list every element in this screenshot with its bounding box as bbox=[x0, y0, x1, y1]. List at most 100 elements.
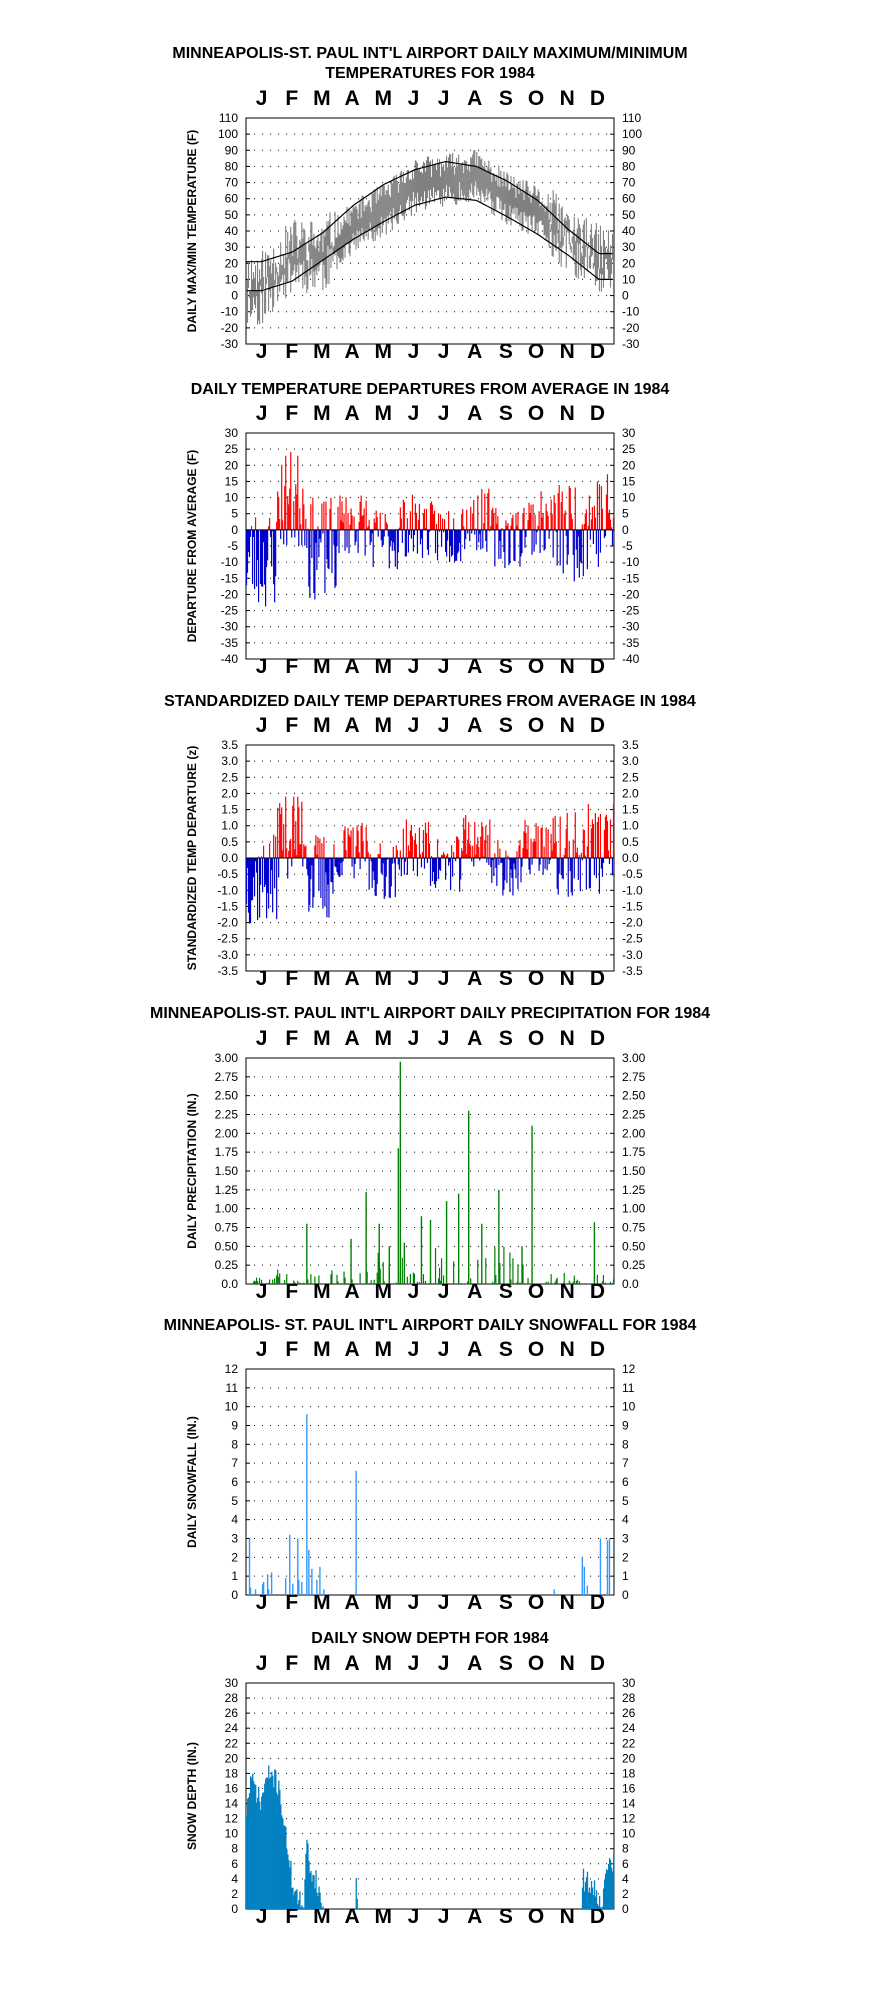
y-tick-label-right: -10 bbox=[622, 555, 640, 569]
y-tick-label-right: 6 bbox=[622, 1475, 629, 1489]
snow-depth-bar bbox=[288, 1860, 290, 1909]
month-label-bottom: S bbox=[499, 1591, 513, 1614]
snow-depth-bar bbox=[299, 1891, 301, 1909]
snow-depth-bar bbox=[298, 1899, 300, 1909]
y-tick-label-left: 14 bbox=[225, 1797, 239, 1811]
snow-depth-bar bbox=[270, 1776, 272, 1909]
month-label-top: M bbox=[374, 1027, 392, 1050]
month-label-bottom: O bbox=[528, 1591, 544, 1614]
month-label-top: N bbox=[560, 402, 575, 425]
y-tick-label-right: 30 bbox=[622, 426, 636, 440]
y-tick-label-left: 6 bbox=[231, 1475, 238, 1489]
snow-depth-bar bbox=[271, 1771, 273, 1909]
snow-depth-bar bbox=[355, 1878, 357, 1909]
snow-depth-bar bbox=[295, 1890, 297, 1909]
y-tick-label-right: 8 bbox=[622, 1437, 629, 1451]
y-tick-label-left: -40 bbox=[221, 652, 239, 666]
month-label-bottom: N bbox=[560, 340, 575, 363]
y-tick-label-left: -20 bbox=[221, 587, 239, 601]
snow-depth-bar bbox=[609, 1859, 612, 1909]
snow-depth-bar bbox=[594, 1896, 597, 1909]
snow-depth-bar bbox=[315, 1870, 317, 1909]
snow-depth-bar bbox=[259, 1801, 261, 1909]
y-tick-label-left: 0 bbox=[231, 523, 238, 537]
y-tick-label-right: -40 bbox=[622, 652, 640, 666]
month-label-bottom: D bbox=[590, 340, 605, 363]
month-label-top: S bbox=[499, 1338, 513, 1361]
y-tick-label-left: 24 bbox=[225, 1721, 239, 1735]
y-tick-label-right: 10 bbox=[622, 1827, 636, 1841]
y-tick-label-left: 110 bbox=[219, 111, 238, 125]
month-label-bottom: F bbox=[285, 1591, 298, 1614]
snow-depth-bar bbox=[584, 1882, 587, 1909]
y-tick-label-left: 0.75 bbox=[215, 1221, 239, 1235]
y-tick-label-left: 12 bbox=[225, 1812, 239, 1826]
y-tick-label-right: 26 bbox=[622, 1706, 636, 1720]
month-label-bottom: S bbox=[499, 340, 513, 363]
y-tick-label-right: 80 bbox=[622, 159, 636, 173]
month-label-top: A bbox=[344, 87, 359, 110]
y-tick-label-left: 70 bbox=[225, 176, 239, 190]
snow-depth-bar bbox=[261, 1796, 263, 1909]
month-label-top: M bbox=[374, 1652, 392, 1675]
snow-depth-bar bbox=[301, 1905, 303, 1909]
y-tick-label-left: -2.0 bbox=[217, 916, 238, 930]
month-label-top: F bbox=[285, 402, 298, 425]
month-label-bottom: A bbox=[467, 655, 482, 678]
month-label-top: A bbox=[344, 1338, 359, 1361]
y-tick-label-left: -1.0 bbox=[217, 883, 238, 897]
snow-depth-bar bbox=[604, 1873, 607, 1909]
snow-depth-bar bbox=[581, 1887, 584, 1909]
chart-panel-5: MINNEAPOLIS- ST. PAUL INT'L AIRPORT DAIL… bbox=[164, 1317, 697, 1614]
snow-depth-bar bbox=[297, 1904, 299, 1909]
month-label-bottom: D bbox=[590, 1591, 605, 1614]
y-tick-label-right: 100 bbox=[622, 127, 642, 141]
y-tick-label-left: 1.0 bbox=[221, 819, 238, 833]
y-tick-label-left: 80 bbox=[225, 159, 239, 173]
month-label-bottom: D bbox=[590, 655, 605, 678]
y-tick-label-left: 0.5 bbox=[221, 835, 238, 849]
y-tick-label-right: 7 bbox=[622, 1456, 629, 1470]
snow-depth-bar bbox=[588, 1887, 591, 1909]
y-tick-label-right: 6 bbox=[622, 1857, 629, 1871]
y-tick-label-right: 0.0 bbox=[622, 1277, 639, 1291]
month-label-top: J bbox=[438, 87, 450, 110]
y-tick-label-left: 60 bbox=[225, 192, 239, 206]
month-label-top: O bbox=[528, 714, 544, 737]
y-tick-label-right: 90 bbox=[622, 143, 636, 157]
snow-depth-bar bbox=[317, 1896, 319, 1909]
month-label-top: N bbox=[560, 1027, 575, 1050]
month-label-bottom: J bbox=[256, 1905, 268, 1928]
y-tick-label-right: -1.0 bbox=[622, 883, 643, 897]
snow-depth-bar bbox=[597, 1906, 600, 1909]
snow-depth-bar bbox=[255, 1784, 257, 1909]
y-tick-label-right: 2.75 bbox=[622, 1070, 646, 1084]
month-label-bottom: A bbox=[467, 1905, 482, 1928]
month-label-bottom: O bbox=[528, 967, 544, 990]
snow-depth-bar bbox=[273, 1787, 275, 1909]
y-tick-label-right: -3.0 bbox=[622, 948, 643, 962]
month-label-bottom: A bbox=[467, 1280, 482, 1303]
snow-depth-bar bbox=[247, 1798, 249, 1909]
y-tick-label-left: 25 bbox=[225, 442, 239, 456]
y-tick-label-right: 0.25 bbox=[622, 1258, 646, 1272]
y-tick-label-left: 2.50 bbox=[215, 1089, 239, 1103]
y-tick-label-right: -35 bbox=[622, 636, 640, 650]
y-tick-label-right: 10 bbox=[622, 272, 636, 286]
month-label-top: O bbox=[528, 402, 544, 425]
y-tick-label-right: 8 bbox=[622, 1842, 629, 1856]
month-label-top: O bbox=[528, 1652, 544, 1675]
chart-title: MINNEAPOLIS-ST. PAUL INT'L AIRPORT DAILY… bbox=[172, 45, 687, 62]
snow-depth-bar bbox=[269, 1778, 271, 1909]
month-label-top: N bbox=[560, 1652, 575, 1675]
y-tick-label-left: 2.25 bbox=[215, 1108, 239, 1122]
snow-depth-bar bbox=[605, 1869, 608, 1909]
chart-title: STANDARDIZED DAILY TEMP DEPARTURES FROM … bbox=[164, 693, 696, 710]
snow-depth-bar bbox=[263, 1792, 265, 1909]
snow-depth-bar bbox=[592, 1895, 595, 1909]
y-tick-label-right: 0 bbox=[622, 1902, 629, 1916]
month-label-bottom: M bbox=[374, 1905, 392, 1928]
y-tick-label-left: 16 bbox=[225, 1781, 239, 1795]
month-label-top: J bbox=[256, 714, 268, 737]
month-label-top: D bbox=[590, 1652, 605, 1675]
